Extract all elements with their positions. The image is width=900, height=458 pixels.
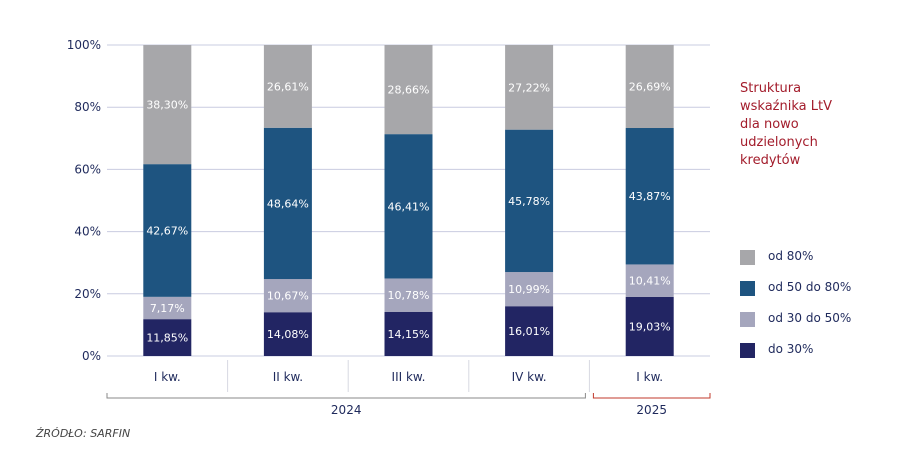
bar-segment xyxy=(263,312,312,356)
data-label: 10,41% xyxy=(629,275,671,288)
data-label: 27,22% xyxy=(508,81,550,94)
data-label: 43,87% xyxy=(629,190,671,203)
source-note: ŹRÓDŁO: SARFIN xyxy=(36,427,131,440)
y-tick-label: 0% xyxy=(82,349,101,363)
bar-segment xyxy=(263,45,312,128)
bar-segment xyxy=(143,164,192,297)
data-label: 19,03% xyxy=(629,320,671,333)
group-label: 2025 xyxy=(636,403,667,417)
legend-swatch xyxy=(740,343,755,358)
chart-title: Struktura wskaźnika LtV dla nowo udzielo… xyxy=(740,80,880,170)
x-tick-label: I kw. xyxy=(636,370,663,384)
data-label: 42,67% xyxy=(146,224,188,237)
title-line: kredytów xyxy=(740,153,801,168)
legend-swatch xyxy=(740,312,755,327)
bar-segment xyxy=(505,129,554,273)
bar-segment xyxy=(143,319,192,356)
legend-label: do 30% xyxy=(768,342,814,356)
title-line: Struktura xyxy=(740,81,802,96)
bar-segment xyxy=(625,264,674,297)
data-label: 11,85% xyxy=(146,332,188,345)
bar-segment xyxy=(505,306,554,356)
data-label: 14,08% xyxy=(267,328,309,341)
title-line: udzielonych xyxy=(740,135,818,150)
legend-label: od 50 do 80% xyxy=(768,280,852,294)
bar-segment xyxy=(143,296,192,320)
data-label: 10,67% xyxy=(267,290,309,303)
data-label: 7,17% xyxy=(150,302,185,315)
x-tick-label: III kw. xyxy=(392,370,426,384)
data-label: 14,15% xyxy=(388,328,430,341)
data-label: 45,78% xyxy=(508,195,550,208)
group-bracket xyxy=(106,393,586,399)
y-tick-label: 60% xyxy=(74,162,101,176)
bar-segment xyxy=(625,45,674,129)
y-tick-label: 100% xyxy=(67,38,101,52)
data-label: 28,66% xyxy=(388,84,430,97)
data-label: 26,61% xyxy=(267,80,309,93)
bar-segment xyxy=(625,128,674,265)
y-tick-label: 20% xyxy=(74,287,101,301)
data-label: 16,01% xyxy=(508,325,550,338)
group-label: 2024 xyxy=(331,403,362,417)
legend-label: od 80% xyxy=(768,249,814,263)
group-bracket xyxy=(592,393,711,399)
x-tick-label: IV kw. xyxy=(512,370,547,384)
data-label: 10,78% xyxy=(388,289,430,302)
legend-swatch xyxy=(740,250,755,265)
bar-segment xyxy=(625,296,674,356)
bar-segment xyxy=(263,127,312,280)
bar-segment xyxy=(384,134,433,279)
bar-segment xyxy=(263,279,312,313)
legend-swatch xyxy=(740,281,755,296)
x-tick-label: I kw. xyxy=(154,370,181,384)
bar-segment xyxy=(384,311,433,356)
bar-segment xyxy=(505,45,554,130)
data-label: 26,69% xyxy=(629,81,671,94)
data-label: 10,99% xyxy=(508,283,550,296)
bar-segment xyxy=(384,45,433,135)
x-tick-label: II kw. xyxy=(273,370,303,384)
y-tick-label: 80% xyxy=(74,100,101,114)
title-line: dla nowo xyxy=(740,117,799,132)
bar-segment xyxy=(143,45,192,165)
title-line: wskaźnika LtV xyxy=(740,99,832,114)
legend-label: od 30 do 50% xyxy=(768,311,852,325)
bar-segment xyxy=(505,272,554,307)
data-label: 38,30% xyxy=(146,99,188,112)
data-label: 46,41% xyxy=(388,200,430,213)
data-label: 48,64% xyxy=(267,197,309,210)
y-tick-label: 40% xyxy=(74,225,101,239)
bar-segment xyxy=(384,278,433,312)
